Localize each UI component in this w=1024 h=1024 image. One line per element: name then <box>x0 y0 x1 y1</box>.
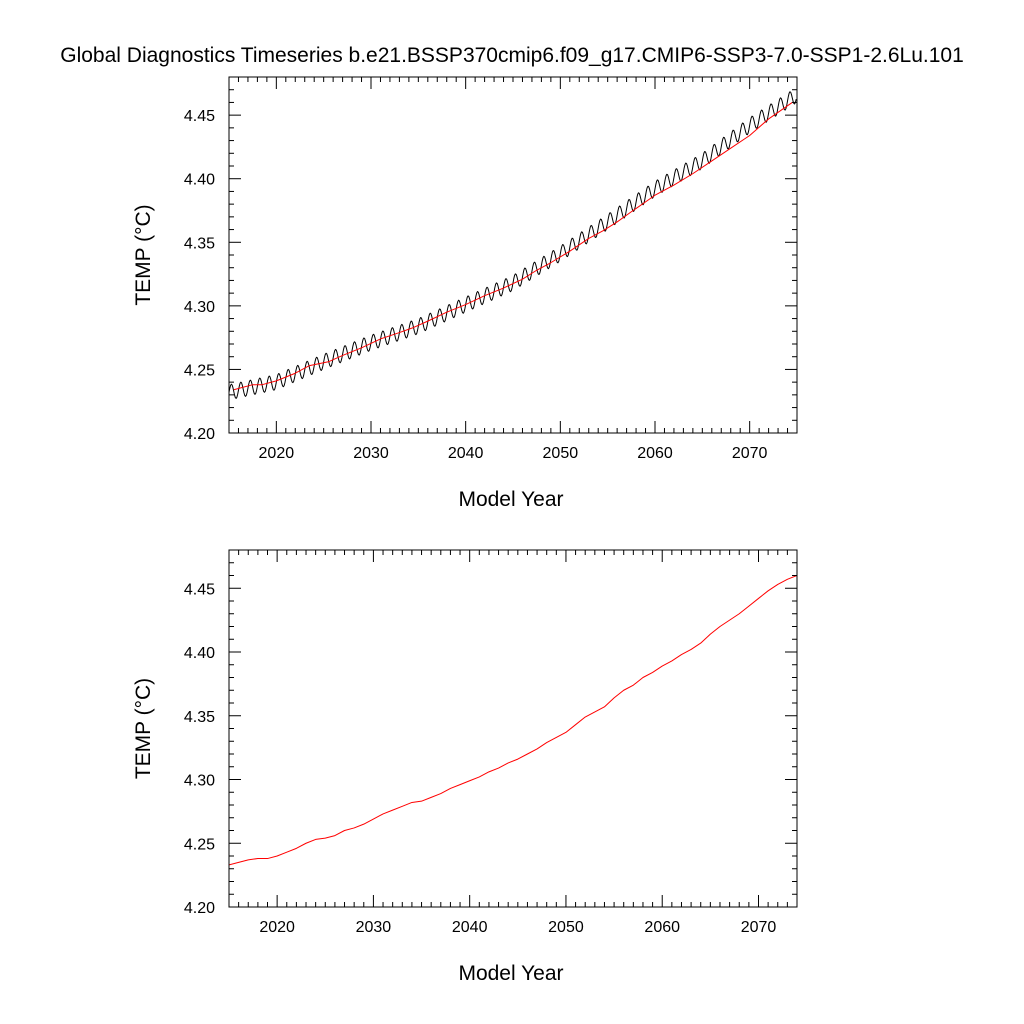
y-axis-label: TEMP (°C) <box>132 678 155 779</box>
y-tick-label: 4.35 <box>184 235 215 252</box>
x-tick-label: 2060 <box>637 445 673 462</box>
x-tick-label: 2020 <box>259 445 295 462</box>
x-axis-label: Model Year <box>458 488 563 511</box>
y-tick-label: 4.30 <box>184 773 215 790</box>
x-tick-label: 2040 <box>448 445 484 462</box>
y-tick-label: 4.45 <box>184 108 215 125</box>
y-tick-label: 4.40 <box>184 645 215 662</box>
series-line-annual-mean <box>233 102 793 391</box>
x-tick-label: 2020 <box>259 919 295 936</box>
series-line-annual-mean <box>229 575 797 866</box>
figure-title: Global Diagnostics Timeseries b.e21.BSSP… <box>60 44 964 67</box>
chart-panel-bottom: 2020 2030 2040 2050 2060 2070 4.20 4.25 4.30 4.35… <box>132 549 798 985</box>
y-tick-label: 4.35 <box>184 709 215 726</box>
x-tick-label: 2070 <box>741 919 777 936</box>
chart-panel-top: 2020 2030 2040 2050 2060 2070 4.20 4.25 4.30 4.35… <box>132 76 798 511</box>
x-tick-label: 2050 <box>543 445 579 462</box>
y-tick-label: 4.30 <box>184 299 215 316</box>
x-axis-label: Model Year <box>458 962 563 985</box>
x-tick-label: 2030 <box>356 919 392 936</box>
y-tick-label: 4.25 <box>184 362 215 379</box>
series-line-monthly <box>229 91 797 399</box>
series-group <box>229 91 797 399</box>
y-axis-label: TEMP (°C) <box>132 204 155 305</box>
x-tick-label: 2070 <box>732 445 768 462</box>
y-tick-label: 4.45 <box>184 581 215 598</box>
plot-frame <box>228 76 798 434</box>
x-tick-label: 2040 <box>452 919 488 936</box>
x-tick-label: 2060 <box>644 919 680 936</box>
x-tick-label: 2030 <box>353 445 389 462</box>
y-tick-label: 4.20 <box>184 900 215 917</box>
plot-frame <box>228 549 798 908</box>
y-tick-label: 4.25 <box>184 836 215 853</box>
series-group <box>229 575 797 866</box>
y-tick-label: 4.40 <box>184 172 215 189</box>
x-tick-label: 2050 <box>548 919 584 936</box>
y-tick-label: 4.20 <box>184 426 215 443</box>
